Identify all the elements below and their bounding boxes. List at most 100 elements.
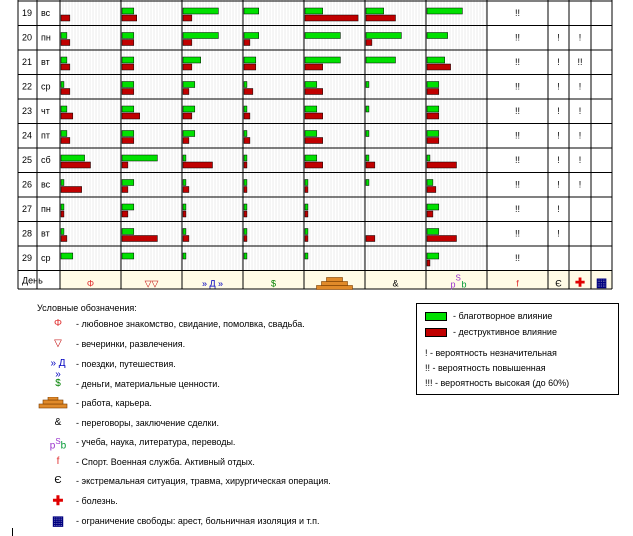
negative-bar bbox=[121, 63, 135, 71]
weekday: вт bbox=[41, 57, 50, 67]
weekday: ср bbox=[41, 82, 51, 92]
probability-mark: !! bbox=[515, 82, 520, 92]
positive-bar bbox=[304, 130, 318, 137]
negative-bar bbox=[182, 88, 190, 95]
positive-swatch bbox=[425, 312, 447, 321]
negative-bar bbox=[426, 259, 431, 267]
negative-bar bbox=[243, 235, 248, 242]
weekday: пт bbox=[41, 131, 50, 141]
probability-mark: ! bbox=[557, 33, 560, 43]
negative-bar bbox=[304, 137, 323, 144]
positive-bar bbox=[182, 130, 196, 137]
negative-bar bbox=[121, 39, 135, 46]
positive-bar bbox=[304, 105, 318, 113]
negative-bar bbox=[60, 161, 91, 169]
probability-mark: !! bbox=[515, 253, 520, 263]
study-glyph-b: b bbox=[462, 280, 467, 290]
heart-icon: Φ bbox=[54, 318, 62, 329]
positive-bar bbox=[121, 252, 135, 260]
negative-bar bbox=[182, 14, 193, 22]
positive-bar bbox=[182, 105, 196, 113]
illness-icon: ✚ bbox=[52, 493, 64, 508]
positive-bar bbox=[243, 32, 259, 39]
positive-bar bbox=[60, 179, 65, 186]
probability-mark: ! bbox=[579, 106, 582, 116]
positive-bar bbox=[426, 130, 440, 137]
probability-mark: !! bbox=[515, 33, 520, 43]
probability-mark: !! bbox=[515, 131, 520, 141]
brick bbox=[321, 281, 348, 286]
weekday: сб bbox=[41, 155, 51, 165]
probability-low: ! - вероятность незначительная bbox=[425, 348, 557, 358]
sport-icon: f bbox=[516, 279, 519, 289]
positive-bar bbox=[426, 228, 440, 235]
negative-bar bbox=[60, 112, 74, 120]
negative-bar bbox=[182, 235, 190, 242]
positive-bar bbox=[365, 130, 370, 137]
probability-mark: ! bbox=[557, 106, 560, 116]
money-icon: $ bbox=[55, 378, 61, 389]
day-number: 20 bbox=[22, 33, 32, 43]
positive-bar bbox=[121, 56, 135, 64]
positive-bar bbox=[426, 32, 448, 39]
positive-label: - благотворное влияние bbox=[453, 311, 553, 321]
restriction-icon: ▦ bbox=[596, 276, 607, 290]
day-number: 25 bbox=[22, 155, 32, 165]
weekday: вт bbox=[41, 229, 50, 239]
legend-item-text: - переговоры, заключение сделки. bbox=[76, 418, 219, 428]
negative-bar bbox=[243, 210, 248, 218]
positive-bar bbox=[182, 252, 187, 260]
negative-bar bbox=[60, 88, 71, 95]
positive-bar bbox=[243, 228, 248, 235]
legend-item-text: - деньги, материальные ценности. bbox=[76, 379, 220, 389]
positive-bar bbox=[121, 154, 158, 162]
footer-cell bbox=[365, 271, 426, 289]
positive-bar bbox=[426, 81, 440, 88]
heart-icon: Φ bbox=[87, 279, 94, 289]
weekday: ср bbox=[41, 253, 51, 263]
negative-bar bbox=[426, 137, 440, 144]
negative-bar bbox=[365, 235, 376, 242]
probability-mark: ! bbox=[579, 82, 582, 92]
work-icon bbox=[38, 396, 68, 412]
extreme-icon: Є bbox=[555, 279, 562, 289]
negative-bar bbox=[365, 161, 376, 169]
positive-bar bbox=[426, 56, 445, 64]
forecast-table: 19 вс !!20 пн!!! !21 вт!!! !!22 ср!!! !23 чт!!! !2… bbox=[17, 0, 613, 290]
negative-bar bbox=[121, 14, 137, 22]
probability-mark: ! bbox=[557, 204, 560, 214]
footer-cell bbox=[60, 271, 121, 289]
positive-bar bbox=[365, 81, 370, 88]
positive-bar bbox=[243, 7, 259, 15]
negotiation-icon: & bbox=[392, 279, 398, 289]
positive-bar bbox=[365, 179, 370, 186]
positive-bar bbox=[60, 56, 68, 64]
positive-bar bbox=[60, 81, 65, 88]
negative-bar bbox=[121, 235, 158, 242]
positive-bar bbox=[243, 179, 248, 186]
footer-cell bbox=[569, 271, 591, 289]
negative-bar bbox=[304, 161, 323, 169]
positive-bar bbox=[182, 7, 219, 15]
probability-mark: ! bbox=[557, 82, 560, 92]
brick bbox=[316, 285, 353, 290]
positive-bar bbox=[121, 130, 135, 137]
negative-bar bbox=[243, 161, 248, 169]
positive-bar bbox=[182, 154, 187, 162]
day-number: 28 bbox=[22, 229, 32, 239]
negative-bar bbox=[304, 63, 323, 71]
negative-bar bbox=[121, 88, 135, 95]
brick bbox=[326, 277, 343, 282]
positive-bar bbox=[243, 130, 248, 137]
negative-bar bbox=[182, 210, 187, 218]
positive-bar bbox=[365, 154, 370, 162]
footer-cell bbox=[487, 271, 548, 289]
negative-bar bbox=[304, 112, 323, 120]
positive-bar bbox=[182, 228, 187, 235]
probability-high: !!! - вероятность высокая (до 60%) bbox=[425, 378, 570, 388]
negative-bar bbox=[60, 39, 71, 46]
negative-bar bbox=[243, 63, 257, 71]
probability-mark: !! bbox=[515, 229, 520, 239]
positive-bar bbox=[426, 203, 440, 211]
footer-cell bbox=[182, 271, 243, 289]
